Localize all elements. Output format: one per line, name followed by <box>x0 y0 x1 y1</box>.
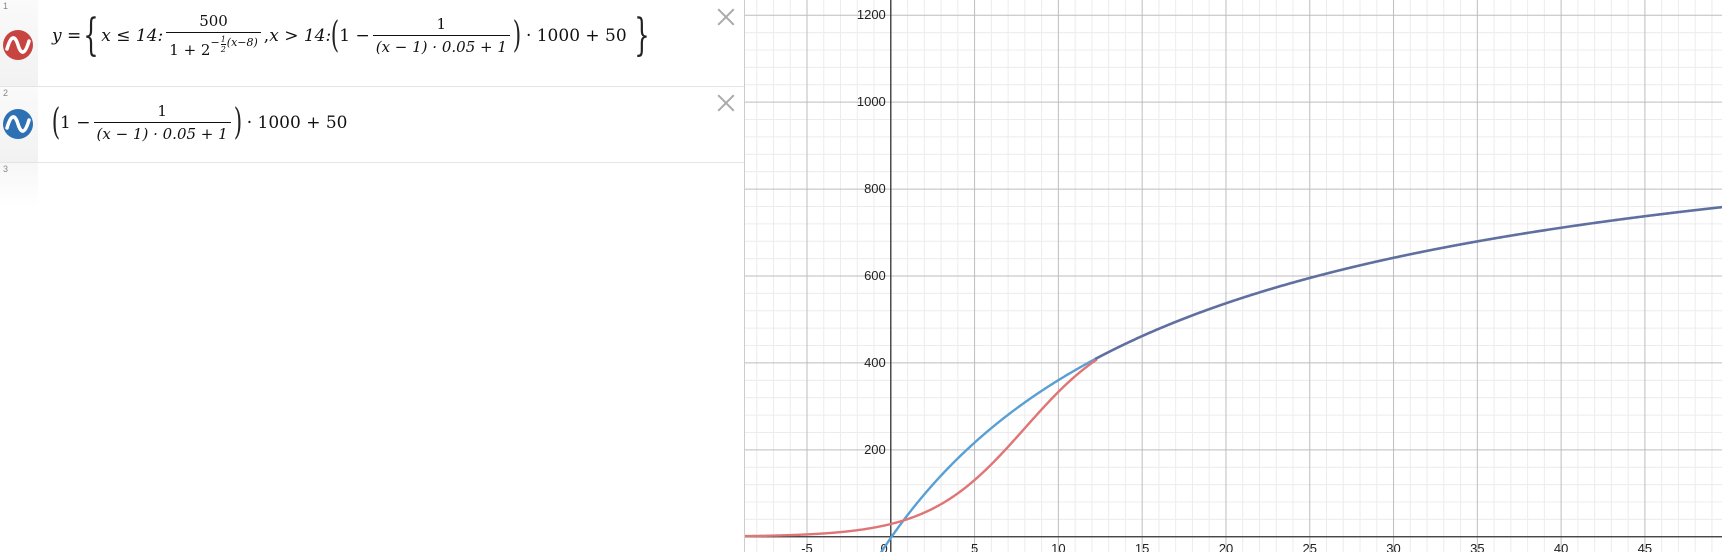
red-curve <box>745 358 1098 538</box>
tail: · 1000 + 50 <box>246 112 348 133</box>
y-tick-label: 200 <box>864 442 886 457</box>
condition-2: x > 14: <box>269 25 332 46</box>
x-tick-label: 40 <box>1554 541 1568 552</box>
fraction-numerator: 1 <box>436 15 447 33</box>
blue-curve <box>879 357 1098 552</box>
separator: , <box>263 25 270 46</box>
one-minus: 1 − <box>339 25 370 46</box>
fraction-denominator: (x − 1) · 0.05 + 1 <box>93 122 231 143</box>
exponent-fraction-den: 2 <box>220 44 226 54</box>
math-expression-1[interactable]: y = { x ≤ 14: 500 1 + 2− 1 2 (x−8) , x > 14… <box>52 12 652 59</box>
expression-row-3[interactable]: 3 <box>0 163 744 208</box>
overlapping-curves <box>1094 205 1722 361</box>
blue-curve-toggle-icon[interactable] <box>3 109 33 139</box>
condition-1: x ≤ 14: <box>101 25 164 46</box>
left-brace: { <box>83 9 99 61</box>
left-paren: ( <box>51 101 61 143</box>
fraction-denominator: 1 + 2− 1 2 (x−8) <box>166 32 261 59</box>
x-tick-label: 20 <box>1219 541 1233 552</box>
delete-expression-1-icon[interactable] <box>715 6 737 28</box>
y-tick-label: 1200 <box>857 7 886 22</box>
tail: · 1000 + 50 <box>525 25 627 46</box>
expression-gutter: 2 <box>0 87 38 162</box>
expression-index: 3 <box>3 164 9 174</box>
x-tick-label: 25 <box>1303 541 1317 552</box>
expression-gutter: 1 <box>0 0 38 86</box>
x-tick-label: 30 <box>1386 541 1400 552</box>
expression-index: 1 <box>3 1 9 11</box>
expression-gutter: 3 <box>0 163 38 208</box>
y-tick-label: 400 <box>864 355 886 370</box>
left-paren: ( <box>331 14 340 56</box>
delete-expression-2-icon[interactable] <box>715 92 737 114</box>
x-tick-label: 10 <box>1051 541 1065 552</box>
fraction-reciprocal: 1 (x − 1) · 0.05 + 1 <box>372 15 510 56</box>
fraction-logistic: 500 1 + 2− 1 2 (x−8) <box>166 12 261 59</box>
expression-row-2[interactable]: 2 ( 1 − 1 (x − 1) · 0.05 + 1 ) · 1000 + … <box>0 87 744 163</box>
exponent: −1 2 (x−8) <box>210 35 258 54</box>
exponent-sign: − <box>210 36 220 49</box>
lhs: y = <box>52 25 82 46</box>
x-tick-label: -5 <box>801 541 813 552</box>
fraction-denominator: (x − 1) · 0.05 + 1 <box>372 35 510 56</box>
major-gridlines <box>745 0 1722 552</box>
expression-row-1[interactable]: 1 y = { x ≤ 14: 500 1 + 2− 1 2 (x−8) , x > … <box>0 0 744 87</box>
red-curve-toggle-icon[interactable] <box>3 30 33 60</box>
curves <box>745 205 1722 552</box>
exponent-rest: (x−8) <box>226 36 258 49</box>
y-tick-label: 800 <box>864 181 886 196</box>
x-tick-label: 45 <box>1638 541 1652 552</box>
right-brace: } <box>634 9 650 61</box>
fraction-numerator: 500 <box>199 12 228 30</box>
y-tick-label: 1000 <box>857 94 886 109</box>
right-paren: ) <box>233 101 242 143</box>
fraction-reciprocal: 1 (x − 1) · 0.05 + 1 <box>93 102 231 143</box>
math-expression-2[interactable]: ( 1 − 1 (x − 1) · 0.05 + 1 ) · 1000 + 50 <box>52 102 353 143</box>
expression-index: 2 <box>3 88 9 98</box>
x-tick-label: 15 <box>1135 541 1149 552</box>
fraction-numerator: 1 <box>157 102 167 120</box>
right-paren: ) <box>512 14 522 56</box>
x-tick-label: 35 <box>1470 541 1484 552</box>
y-tick-label: 600 <box>864 268 886 283</box>
denominator-base: 1 + 2 <box>169 41 211 59</box>
expression-list: 1 y = { x ≤ 14: 500 1 + 2− 1 2 (x−8) , x > … <box>0 0 745 552</box>
axes <box>745 0 1722 552</box>
one-minus: 1 − <box>60 112 91 133</box>
exponent-fraction-num: 1 <box>220 35 226 44</box>
x-tick-label: 5 <box>971 541 978 552</box>
